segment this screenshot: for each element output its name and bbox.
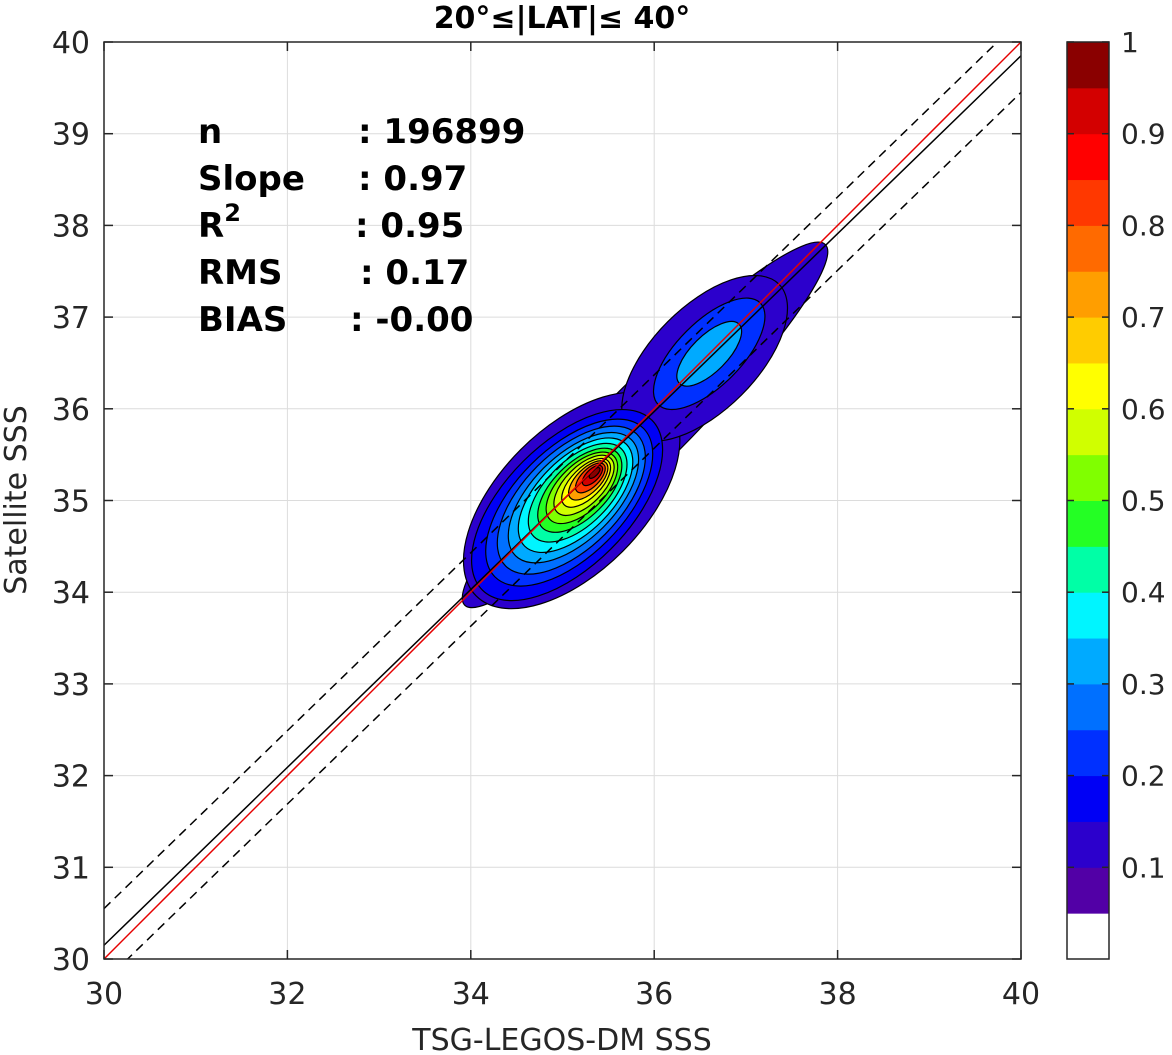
y-tick-label-6: 36: [52, 393, 90, 428]
colorbar-segment-2: [1067, 821, 1109, 868]
stat-value-4: : -0.00: [350, 300, 473, 340]
colorbar-label-4: 0.5: [1121, 485, 1166, 518]
identity-line: [104, 42, 1021, 959]
lower-dashed-line: [126, 91, 1021, 959]
colorbar-segment-11: [1067, 408, 1109, 456]
colorbar-segment-7: [1067, 592, 1109, 639]
y-tick-label-4: 34: [52, 576, 90, 611]
y-tick-label-8: 38: [52, 209, 90, 244]
colorbar-segment-1: [1067, 867, 1109, 914]
colorbar-label-9: 1: [1121, 26, 1139, 59]
colorbar-label-5: 0.6: [1121, 393, 1166, 426]
reference-lines: [104, 42, 1021, 959]
colorbar-label-8: 0.9: [1121, 118, 1166, 151]
colorbar-label-3: 0.4: [1121, 576, 1166, 609]
colorbar-label-2: 0.3: [1121, 668, 1166, 701]
colorbar-segment-19: [1067, 42, 1109, 89]
colorbar-label-0: 0.1: [1121, 851, 1166, 884]
upper-dashed-line: [104, 42, 999, 910]
colorbar-segment-3: [1067, 775, 1109, 822]
stat-superscript-2: 2: [224, 199, 241, 227]
colorbar-segment-0: [1067, 913, 1109, 960]
y-tick-labels: 30 31 32 33 34 35 36 37 38 39 40: [52, 26, 90, 978]
colorbar-label-6: 0.7: [1121, 301, 1166, 334]
y-tick-label-5: 35: [52, 485, 90, 520]
stat-value-2: : 0.95: [355, 206, 464, 246]
colorbar-segment-14: [1067, 271, 1109, 318]
axis-ticks: [103, 41, 1022, 960]
y-tick-label-0: 30: [52, 943, 90, 978]
colorbar-segment-6: [1067, 638, 1109, 685]
x-tick-label-0: 30: [85, 977, 123, 1012]
y-tick-label-2: 32: [52, 760, 90, 795]
colorbar: 0.1 0.2 0.3 0.4 0.5 0.6 0.7 0.8 0.9 1: [1066, 26, 1166, 960]
y-tick-label-3: 33: [52, 668, 90, 703]
x-tick-label-4: 38: [819, 977, 857, 1012]
x-tick-labels: 30 32 34 36 38 40: [85, 977, 1040, 1012]
y-tick-label-10: 40: [52, 26, 90, 61]
colorbar-segment-9: [1067, 500, 1109, 547]
y-tick-label-9: 39: [52, 118, 90, 153]
colorbar-segment-15: [1067, 225, 1109, 272]
stat-label-0: n: [198, 112, 222, 152]
stat-value-0: : 196899: [358, 112, 525, 152]
colorbar-segment-13: [1067, 317, 1109, 364]
y-axis-label: Satellite SSS: [0, 405, 34, 595]
colorbar-label-1: 0.2: [1121, 760, 1166, 793]
x-axis-label: TSG-LEGOS-DM SSS: [411, 1023, 712, 1055]
colorbar-segment-10: [1067, 454, 1109, 501]
y-tick-label-1: 31: [52, 851, 90, 886]
colorbar-segment-12: [1067, 362, 1109, 410]
colorbar-label-7: 0.8: [1121, 209, 1166, 242]
stat-label-4: BIAS: [198, 300, 287, 340]
x-tick-label-1: 32: [268, 977, 306, 1012]
colorbar-segment-18: [1067, 87, 1109, 135]
colorbar-segment-16: [1067, 179, 1109, 226]
colorbar-segment-5: [1067, 683, 1109, 731]
stat-label-1: Slope: [198, 159, 305, 199]
chart-title: 20°≤|LAT|≤ 40°: [434, 1, 691, 36]
x-tick-label-5: 40: [1002, 977, 1040, 1012]
stat-label-3: RMS: [198, 253, 283, 293]
stat-value-1: : 0.97: [358, 159, 467, 199]
colorbar-segment-8: [1067, 546, 1109, 593]
y-tick-label-7: 37: [52, 301, 90, 336]
x-tick-label-3: 36: [635, 977, 673, 1012]
colorbar-segment-17: [1067, 133, 1109, 181]
colorbar-segment-4: [1067, 729, 1109, 777]
x-tick-label-2: 34: [452, 977, 490, 1012]
stat-value-3: : 0.17: [360, 253, 469, 293]
